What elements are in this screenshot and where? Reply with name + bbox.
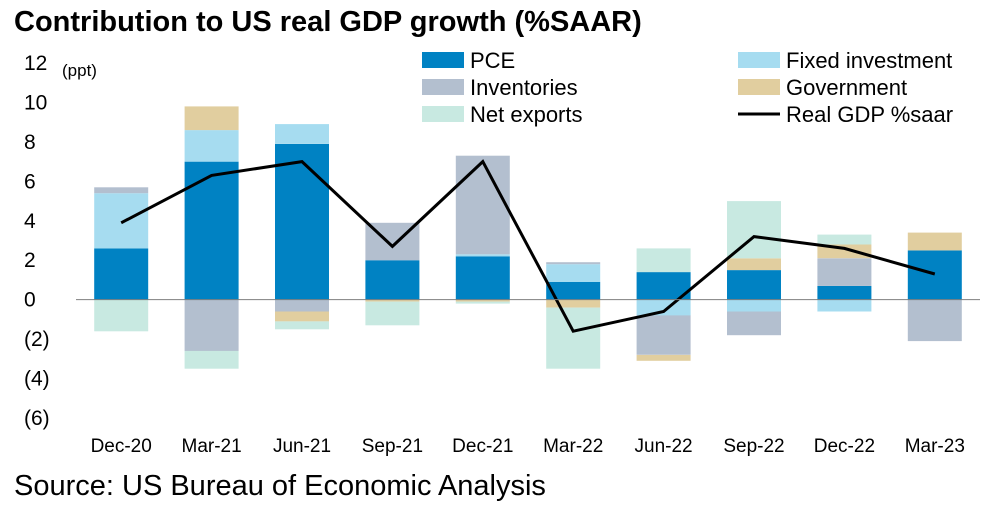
bar-pce-jun-21: [275, 143, 329, 300]
y-tick-label: (2): [24, 328, 50, 351]
x-tick-label: Jun-21: [273, 436, 331, 457]
bar-government-dec-21: [455, 299, 510, 302]
bar-net_exports-jun-21: [275, 321, 329, 330]
y-tick-label: 10: [24, 91, 47, 114]
bar-net_exports-dec-20: [94, 299, 149, 332]
bar-net_exports-sep-22: [727, 201, 781, 259]
bar-inventories-dec-21: [455, 155, 510, 255]
legend-label-inventories: Inventories: [470, 75, 578, 100]
bar-inventories-dec-20: [94, 187, 149, 194]
chart-title: Contribution to US real GDP growth (%SAA…: [14, 6, 642, 38]
x-tick-label: Dec-22: [814, 436, 875, 457]
bar-net_exports-mar-22: [546, 307, 601, 369]
y-tick-label: 6: [24, 170, 36, 193]
legend-label-net_exports: Net exports: [470, 102, 583, 127]
x-tick-label: Mar-21: [182, 436, 242, 457]
x-tick-label: Mar-23: [905, 436, 965, 457]
y-unit-label: (ppt): [62, 61, 97, 80]
bar-pce-dec-22: [817, 285, 872, 300]
legend-swatch-fixed: [738, 52, 780, 68]
bar-government-jun-22: [636, 354, 691, 361]
bar-net_exports-mar-21: [184, 350, 239, 369]
bar-government-sep-22: [727, 258, 781, 271]
bar-fixed-mar-21: [184, 130, 239, 162]
bar-pce-sep-21: [365, 260, 420, 300]
axes-layer: 12 10 8 6 4 2 0 (2) (4) (6) (ppt) Dec-20 Mar-21 Jun-2…: [24, 52, 980, 457]
source-note: Source: US Bureau of Economic Analysis: [14, 470, 546, 502]
bar-net_exports-dec-21: [455, 301, 510, 304]
bar-fixed-dec-21: [455, 254, 510, 257]
x-tick-label: Dec-21: [452, 436, 513, 457]
bar-inventories-dec-22: [817, 258, 872, 286]
legend-label-government: Government: [786, 75, 907, 100]
bar-pce-sep-22: [727, 270, 781, 300]
legend-item-government: Government: [738, 75, 907, 100]
legend-swatch-net_exports: [422, 106, 464, 122]
bar-fixed-mar-22: [546, 264, 601, 282]
bar-inventories-mar-23: [907, 299, 962, 342]
bar-net_exports-dec-22: [817, 234, 872, 245]
bar-layer: [94, 106, 962, 369]
legend-label-fixed: Fixed investment: [786, 48, 952, 73]
y-tick-label: 2: [24, 249, 36, 272]
bar-fixed-dec-22: [817, 299, 872, 312]
bar-inventories-jun-21: [275, 299, 329, 312]
x-tick-label: Jun-22: [635, 436, 693, 457]
bar-pce-dec-20: [94, 248, 149, 300]
bar-government-sep-21: [365, 299, 420, 302]
bar-inventories-mar-21: [184, 299, 239, 351]
bar-pce-mar-23: [907, 250, 962, 300]
legend-item-pce: PCE: [422, 48, 515, 73]
y-tick-label: 12: [24, 52, 47, 75]
bar-fixed-sep-22: [727, 299, 781, 312]
bar-fixed-jun-21: [275, 124, 329, 144]
bar-fixed-dec-20: [94, 193, 149, 249]
x-tick-label: Mar-22: [543, 436, 603, 457]
gdp-line: [120, 159, 936, 333]
x-tick-label: Sep-22: [723, 436, 784, 457]
bar-government-mar-23: [907, 232, 962, 251]
legend-item-gdp: Real GDP %saar: [738, 102, 953, 127]
legend-item-inventories: Inventories: [422, 75, 578, 100]
bar-government-mar-22: [546, 299, 601, 308]
x-tick-label: Sep-21: [362, 436, 423, 457]
bar-fixed-jun-22: [636, 299, 691, 316]
y-tick-label: (4): [24, 368, 50, 391]
y-tick-label: 0: [24, 289, 36, 312]
y-tick-label: 8: [24, 131, 36, 154]
legend-swatch-inventories: [422, 79, 464, 95]
bar-government-jun-21: [275, 311, 329, 322]
legend-swatch-government: [738, 79, 780, 95]
bar-inventories-sep-22: [727, 311, 781, 336]
legend-item-fixed: Fixed investment: [738, 48, 952, 73]
legend-label-gdp: Real GDP %saar: [786, 102, 953, 127]
bar-government-mar-21: [184, 106, 239, 131]
y-tick-label: 4: [24, 210, 36, 233]
bar-pce-dec-21: [455, 256, 510, 300]
legend: PCE Fixed investment Inventories Government…: [422, 48, 953, 127]
bar-inventories-mar-22: [546, 262, 601, 265]
bar-net_exports-jun-22: [636, 248, 691, 273]
bar-pce-mar-22: [546, 281, 601, 300]
legend-label-pce: PCE: [470, 48, 515, 73]
bar-inventories-jun-22: [636, 315, 691, 355]
gdp-line-layer: [120, 159, 936, 333]
x-tick-label: Dec-20: [91, 436, 152, 457]
legend-item-net_exports: Net exports: [422, 102, 583, 127]
bar-net_exports-sep-21: [365, 301, 420, 326]
legend-swatch-pce: [422, 52, 464, 68]
bar-pce-mar-21: [184, 161, 239, 300]
y-tick-label: (6): [24, 407, 50, 430]
